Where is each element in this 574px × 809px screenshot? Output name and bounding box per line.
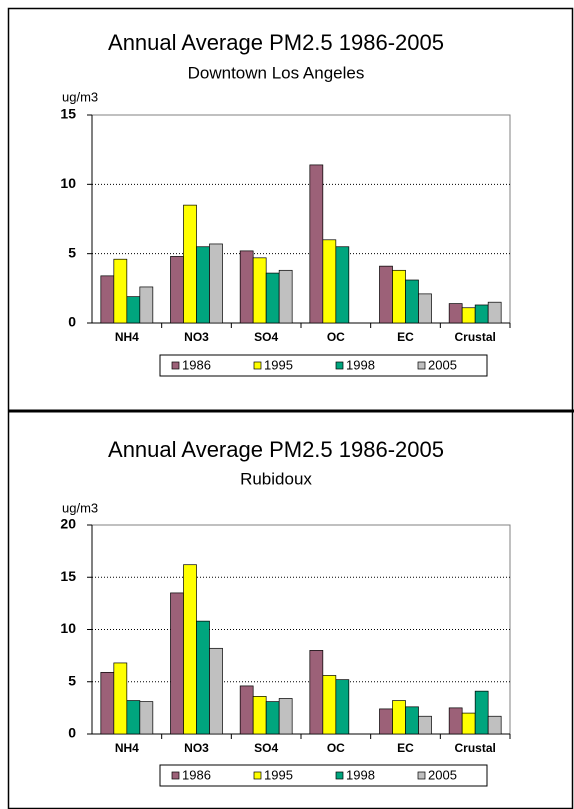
chart-subtitle: Downtown Los Angeles (188, 63, 365, 82)
outer-frame (7, 7, 574, 809)
y-tick-label: 5 (68, 244, 76, 260)
bar (139, 701, 154, 735)
y-tick-label: 5 (68, 672, 76, 688)
y-tick-label: 10 (60, 175, 76, 191)
x-tick-label: NH4 (115, 330, 139, 344)
legend-label: 1995 (264, 357, 293, 372)
y-axis-label: ug/m3 (62, 500, 98, 515)
legend-swatch (417, 771, 426, 780)
y-tick-label: 10 (60, 620, 76, 636)
legend-label: 1998 (346, 767, 375, 782)
x-tick-label: SO4 (254, 741, 278, 755)
x-tick-label: NO3 (184, 330, 209, 344)
bar (196, 620, 210, 735)
bar (196, 246, 210, 324)
bar (405, 706, 419, 735)
x-tick-label: OC (327, 330, 345, 344)
x-tick-label: EC (397, 741, 414, 755)
bar (100, 671, 115, 735)
legend-swatch (171, 361, 180, 370)
bar (183, 204, 197, 324)
bar (309, 650, 324, 735)
bar (252, 257, 267, 324)
legend-swatch (253, 361, 262, 370)
bar (405, 279, 419, 324)
legend-label: 2005 (428, 357, 457, 372)
legend-swatch (171, 771, 180, 780)
x-tick-label: NO3 (184, 741, 209, 755)
bar (309, 164, 324, 324)
legend-swatch (417, 361, 426, 370)
bar (126, 700, 141, 735)
bar (139, 286, 154, 324)
bar (278, 269, 293, 324)
bar (335, 679, 350, 735)
bar (322, 239, 337, 324)
bar (392, 269, 406, 324)
bar (448, 303, 463, 324)
bar (100, 275, 115, 324)
bar (239, 685, 254, 735)
bar (278, 698, 293, 735)
x-tick-label: NH4 (115, 741, 139, 755)
legend-swatch (335, 771, 344, 780)
chart-title: Annual Average PM2.5 1986-2005 (108, 437, 444, 462)
y-tick-label: 15 (60, 106, 76, 122)
bar (209, 243, 223, 324)
legend-box (159, 764, 488, 787)
bar (113, 662, 128, 735)
bar (265, 701, 280, 735)
bar (209, 647, 223, 735)
bar (474, 304, 489, 324)
x-tick-label: Crustal (454, 741, 495, 755)
legend-label: 1998 (346, 357, 375, 372)
bar (461, 307, 476, 324)
x-tick-label: OC (327, 741, 345, 755)
legend-swatch (335, 361, 344, 370)
bar (335, 246, 350, 324)
bar (461, 712, 476, 735)
y-tick-label: 20 (60, 516, 76, 532)
bar (113, 258, 128, 324)
x-tick-label: SO4 (254, 330, 278, 344)
bar (170, 592, 184, 735)
chart-subtitle: Rubidoux (240, 469, 312, 488)
bar (392, 700, 406, 735)
bar (183, 564, 197, 735)
legend-box (159, 354, 488, 377)
bar (379, 265, 393, 324)
legend-label: 1995 (264, 767, 293, 782)
legend-label: 1986 (182, 357, 211, 372)
legend-label: 2005 (428, 767, 457, 782)
bar (418, 715, 432, 735)
bar (170, 256, 184, 324)
bar (448, 707, 463, 735)
bar (126, 296, 141, 324)
bar (379, 708, 393, 735)
bar (239, 250, 254, 324)
bar (487, 301, 502, 324)
y-tick-label: 0 (68, 725, 76, 741)
legend-swatch (253, 771, 262, 780)
y-tick-label: 0 (68, 314, 76, 330)
bar (474, 690, 489, 735)
bar (487, 715, 502, 735)
chart-title: Annual Average PM2.5 1986-2005 (108, 30, 444, 55)
y-tick-label: 15 (60, 568, 76, 584)
bar (265, 272, 280, 324)
y-axis-label: ug/m3 (62, 89, 98, 104)
x-tick-label: EC (397, 330, 414, 344)
bar (322, 675, 337, 735)
x-tick-label: Crustal (454, 330, 495, 344)
bar (252, 696, 267, 735)
legend-label: 1986 (182, 767, 211, 782)
bar (418, 293, 432, 324)
